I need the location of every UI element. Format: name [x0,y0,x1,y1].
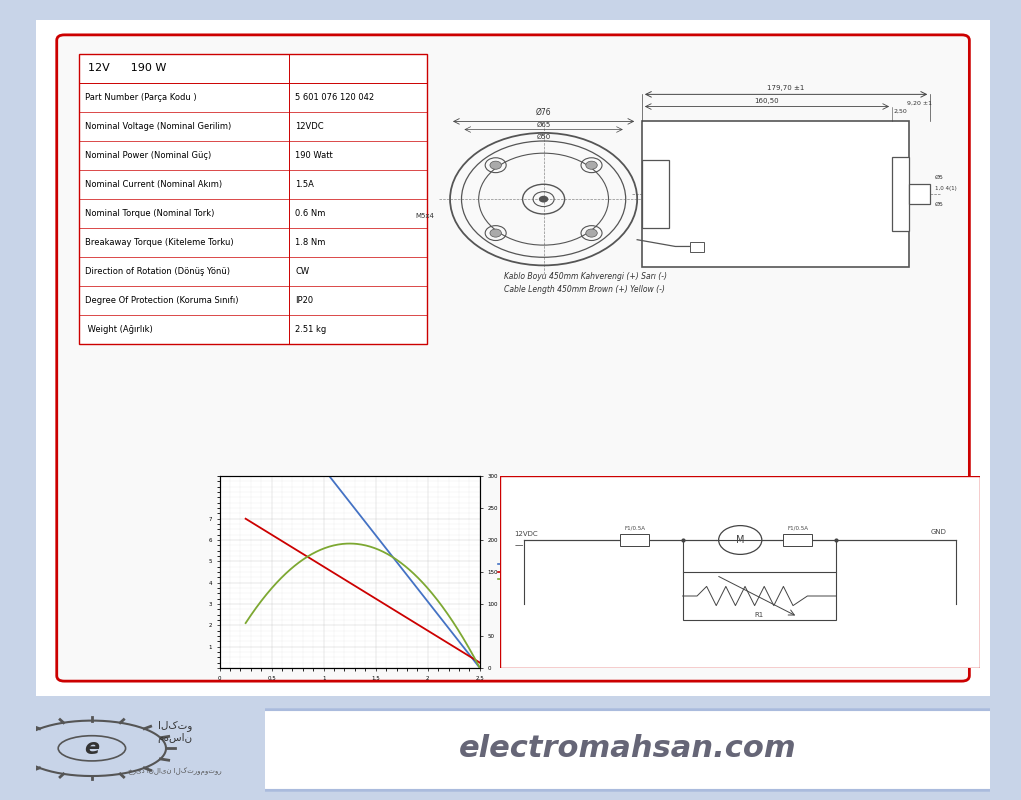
Text: Degree Of Protection (Koruma Sınıfı): Degree Of Protection (Koruma Sınıfı) [86,296,239,306]
Text: e: e [85,738,99,758]
Text: 5 601 076 120 042: 5 601 076 120 042 [295,93,375,102]
Text: 1,0 4(1): 1,0 4(1) [935,186,957,191]
Text: 1.8 Nm: 1.8 Nm [295,238,326,247]
Text: Nominal Power (Nominal Güç): Nominal Power (Nominal Güç) [86,151,211,160]
Text: CW: CW [295,267,309,276]
Bar [642,122,910,266]
Text: —: — [515,542,523,550]
Text: 12V      190 W: 12V 190 W [88,63,166,74]
Text: Weight (Ağırlık): Weight (Ağırlık) [86,326,153,334]
Bar [910,184,930,204]
Circle shape [539,196,548,202]
Text: Nominal Torque (Nominal Tork): Nominal Torque (Nominal Tork) [86,209,214,218]
Text: 12VDC: 12VDC [515,531,538,537]
Text: Ø5: Ø5 [935,202,943,206]
Text: F1/0.5A: F1/0.5A [787,526,809,530]
Text: 190 Watt: 190 Watt [295,151,333,160]
Text: Breakaway Torque (Kiteleme Torku): Breakaway Torque (Kiteleme Torku) [86,238,234,247]
FancyBboxPatch shape [12,3,1014,713]
Text: Cable Length 450mm Brown (+) Yellow (-): Cable Length 450mm Brown (+) Yellow (-) [503,285,665,294]
Text: الکتو
مهسان: الکتو مهسان [157,720,193,742]
Text: GND: GND [931,530,946,535]
Text: 2,50: 2,50 [893,108,908,114]
FancyBboxPatch shape [244,710,1012,790]
Text: Ø5: Ø5 [935,174,943,180]
Text: Ø50: Ø50 [536,134,550,140]
Circle shape [586,229,597,237]
Text: R1: R1 [755,612,764,618]
Text: Kablo Boyu 450mm Kahverengi (+) Sarı (-): Kablo Boyu 450mm Kahverengi (+) Sarı (-) [503,272,667,282]
Text: 9,20 ±1: 9,20 ±1 [908,101,932,106]
Text: electromahsan.com: electromahsan.com [459,734,796,763]
Circle shape [586,161,597,170]
Bar [892,157,910,231]
Text: 160,50: 160,50 [755,98,779,104]
FancyBboxPatch shape [57,35,969,681]
Bar [620,534,649,546]
Text: Part Number (Parça Kodu ): Part Number (Parça Kodu ) [86,93,197,102]
Text: M5x4: M5x4 [415,213,434,219]
Text: Ø76: Ø76 [536,108,551,117]
Circle shape [490,229,501,237]
Bar [79,54,427,345]
Text: 0.6 Nm: 0.6 Nm [295,209,326,218]
Text: 179,70 ±1: 179,70 ±1 [768,85,805,91]
Circle shape [490,161,501,170]
Text: 1.5A: 1.5A [295,180,314,189]
Bar [683,572,836,620]
Text: IP20: IP20 [295,296,313,306]
Text: Direction of Rotation (Dönüş Yönü): Direction of Rotation (Dönüş Yönü) [86,267,231,276]
Text: F1/0.5A: F1/0.5A [624,526,645,530]
Text: Nominal Voltage (Nominal Gerilim): Nominal Voltage (Nominal Gerilim) [86,122,232,131]
Text: Ø65: Ø65 [536,122,550,127]
Text: 2.51 kg: 2.51 kg [295,326,327,334]
Text: Nominal Current (Nominal Akım): Nominal Current (Nominal Akım) [86,180,223,189]
Bar [689,242,704,252]
Legend: , RPM, W: , RPM, W [495,559,525,585]
Bar [783,534,813,546]
Text: خرید آنلاین الکتروموتور: خرید آنلاین الکتروموتور [129,767,222,775]
Text: M: M [736,535,744,545]
Bar [642,160,669,228]
Text: 12VDC: 12VDC [295,122,324,131]
Circle shape [58,736,126,761]
